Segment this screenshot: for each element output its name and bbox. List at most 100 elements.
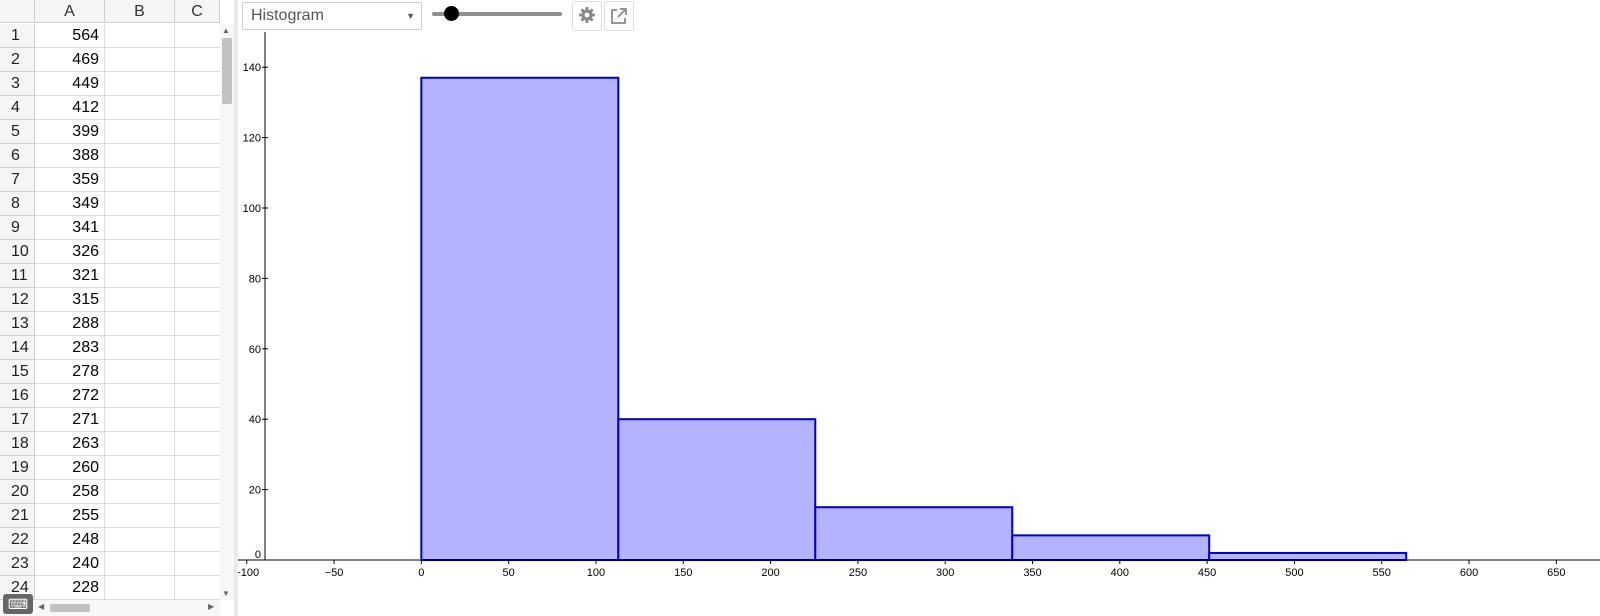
row-header[interactable]: 22 bbox=[0, 528, 35, 552]
cell-c[interactable] bbox=[175, 480, 220, 504]
cell-b[interactable] bbox=[105, 264, 175, 288]
column-header-b[interactable]: B bbox=[105, 0, 175, 23]
row-header[interactable]: 1 bbox=[0, 24, 35, 48]
cell-c[interactable] bbox=[175, 48, 220, 72]
cell-c[interactable] bbox=[175, 552, 220, 576]
cell-b[interactable] bbox=[105, 408, 175, 432]
cell-a[interactable]: 315 bbox=[35, 288, 105, 312]
row-header[interactable]: 11 bbox=[0, 264, 35, 288]
histogram-bar-2[interactable] bbox=[617, 418, 817, 562]
cell-b[interactable] bbox=[105, 360, 175, 384]
cell-c[interactable] bbox=[175, 576, 220, 600]
cell-b[interactable] bbox=[105, 168, 175, 192]
class-count-slider[interactable] bbox=[432, 6, 562, 22]
cell-a[interactable]: 321 bbox=[35, 264, 105, 288]
cell-a[interactable]: 260 bbox=[35, 456, 105, 480]
chart-type-select[interactable]: Histogram ▼ bbox=[242, 2, 422, 30]
cell-b[interactable] bbox=[105, 240, 175, 264]
export-button[interactable] bbox=[604, 1, 634, 31]
column-header-c[interactable]: C bbox=[175, 0, 220, 23]
row-header[interactable]: 6 bbox=[0, 144, 35, 168]
cell-c[interactable] bbox=[175, 360, 220, 384]
scroll-right-icon[interactable]: ▶ bbox=[208, 602, 215, 611]
cell-c[interactable] bbox=[175, 408, 220, 432]
cell-a[interactable]: 255 bbox=[35, 504, 105, 528]
row-header[interactable]: 12 bbox=[0, 288, 35, 312]
cell-c[interactable] bbox=[175, 192, 220, 216]
cell-a[interactable]: 258 bbox=[35, 480, 105, 504]
row-header[interactable]: 16 bbox=[0, 384, 35, 408]
cell-b[interactable] bbox=[105, 72, 175, 96]
cell-c[interactable] bbox=[175, 144, 220, 168]
cell-a[interactable]: 449 bbox=[35, 72, 105, 96]
cell-b[interactable] bbox=[105, 432, 175, 456]
cell-a[interactable]: 412 bbox=[35, 96, 105, 120]
cell-a[interactable]: 288 bbox=[35, 312, 105, 336]
cell-b[interactable] bbox=[105, 312, 175, 336]
row-header[interactable]: 4 bbox=[0, 96, 35, 120]
cell-b[interactable] bbox=[105, 504, 175, 528]
horizontal-scrollbar[interactable]: ◀ ▶ bbox=[0, 600, 220, 616]
cell-c[interactable] bbox=[175, 432, 220, 456]
row-header[interactable]: 3 bbox=[0, 72, 35, 96]
row-header[interactable]: 20 bbox=[0, 480, 35, 504]
cell-b[interactable] bbox=[105, 96, 175, 120]
cell-a[interactable]: 469 bbox=[35, 48, 105, 72]
cell-c[interactable] bbox=[175, 216, 220, 240]
cell-c[interactable] bbox=[175, 336, 220, 360]
cell-c[interactable] bbox=[175, 24, 220, 48]
row-header[interactable]: 9 bbox=[0, 216, 35, 240]
vertical-scroll-thumb[interactable] bbox=[222, 38, 232, 104]
histogram-bar-4[interactable] bbox=[1011, 534, 1211, 561]
histogram-bar-1[interactable] bbox=[420, 76, 620, 561]
row-header[interactable]: 18 bbox=[0, 432, 35, 456]
cell-a[interactable]: 272 bbox=[35, 384, 105, 408]
cell-c[interactable] bbox=[175, 384, 220, 408]
row-header[interactable]: 7 bbox=[0, 168, 35, 192]
row-header[interactable]: 17 bbox=[0, 408, 35, 432]
cell-a[interactable]: 326 bbox=[35, 240, 105, 264]
cell-b[interactable] bbox=[105, 480, 175, 504]
cell-a[interactable]: 263 bbox=[35, 432, 105, 456]
cell-a[interactable]: 271 bbox=[35, 408, 105, 432]
cell-c[interactable] bbox=[175, 528, 220, 552]
cell-a[interactable]: 388 bbox=[35, 144, 105, 168]
row-header[interactable]: 13 bbox=[0, 312, 35, 336]
cell-a[interactable]: 278 bbox=[35, 360, 105, 384]
cell-b[interactable] bbox=[105, 144, 175, 168]
cell-b[interactable] bbox=[105, 576, 175, 600]
vertical-scrollbar[interactable]: ▲ ▼ bbox=[220, 24, 234, 600]
row-header[interactable]: 8 bbox=[0, 192, 35, 216]
graphics-view[interactable]: −100−50050100150200250300350400450500550… bbox=[238, 32, 1600, 616]
scroll-left-icon[interactable]: ◀ bbox=[38, 602, 45, 611]
cell-a[interactable]: 248 bbox=[35, 528, 105, 552]
horizontal-scroll-thumb[interactable] bbox=[50, 604, 90, 612]
keyboard-icon[interactable]: ⌨ bbox=[3, 594, 33, 614]
cell-b[interactable] bbox=[105, 24, 175, 48]
cell-b[interactable] bbox=[105, 192, 175, 216]
view-divider[interactable] bbox=[234, 0, 238, 616]
cell-b[interactable] bbox=[105, 48, 175, 72]
cell-b[interactable] bbox=[105, 456, 175, 480]
row-header[interactable]: 10 bbox=[0, 240, 35, 264]
row-header[interactable]: 2 bbox=[0, 48, 35, 72]
cell-b[interactable] bbox=[105, 384, 175, 408]
cell-c[interactable] bbox=[175, 312, 220, 336]
corner-cell[interactable] bbox=[0, 0, 35, 23]
cell-a[interactable]: 359 bbox=[35, 168, 105, 192]
row-header[interactable]: 23 bbox=[0, 552, 35, 576]
cell-a[interactable]: 399 bbox=[35, 120, 105, 144]
cell-c[interactable] bbox=[175, 72, 220, 96]
slider-knob[interactable] bbox=[444, 6, 459, 21]
slider-track[interactable] bbox=[432, 12, 562, 16]
row-header[interactable]: 21 bbox=[0, 504, 35, 528]
row-header[interactable]: 14 bbox=[0, 336, 35, 360]
cell-b[interactable] bbox=[105, 288, 175, 312]
cell-c[interactable] bbox=[175, 504, 220, 528]
cell-b[interactable] bbox=[105, 216, 175, 240]
cell-a[interactable]: 349 bbox=[35, 192, 105, 216]
cell-a[interactable]: 341 bbox=[35, 216, 105, 240]
cell-b[interactable] bbox=[105, 120, 175, 144]
row-header[interactable]: 5 bbox=[0, 120, 35, 144]
cell-c[interactable] bbox=[175, 168, 220, 192]
